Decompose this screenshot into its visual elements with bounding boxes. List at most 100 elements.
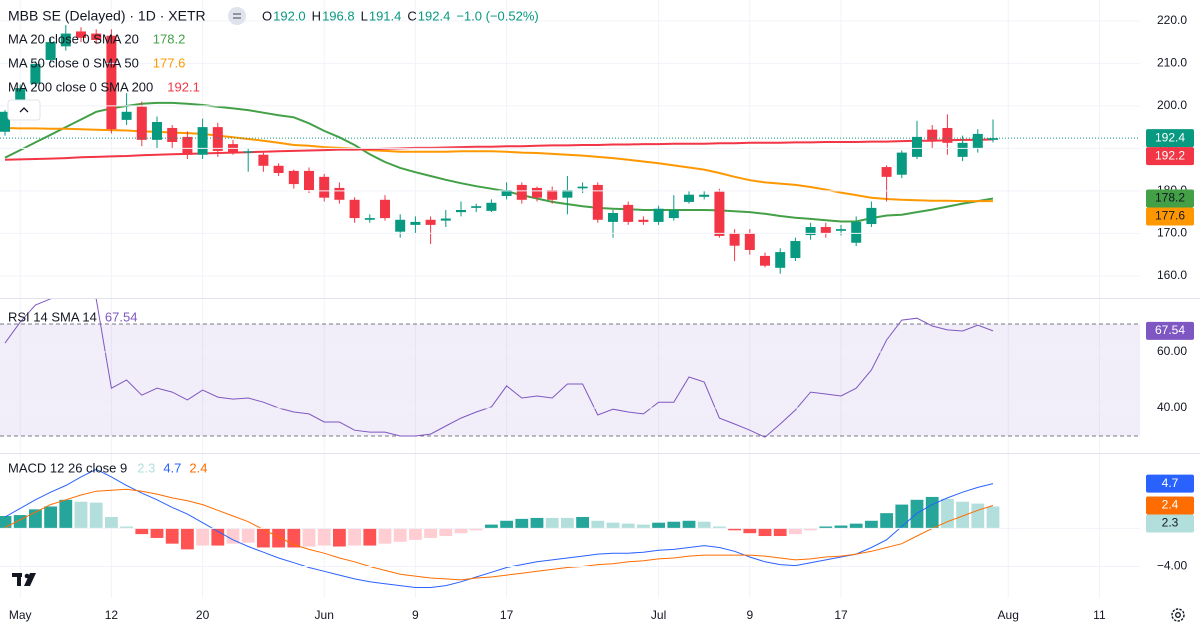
histogram-bar	[363, 528, 377, 546]
candle-body	[714, 191, 725, 236]
collapse-legend-button[interactable]	[7, 99, 41, 121]
axis-price-tag-label: 177.6	[1155, 209, 1185, 223]
histogram-bar	[621, 523, 635, 529]
histogram-bar	[910, 499, 924, 529]
axis-price-tag	[1146, 496, 1194, 515]
tradingview-logo[interactable]	[12, 573, 36, 586]
histogram-bar	[181, 528, 194, 550]
legend-value: 178.2	[153, 31, 186, 46]
candle-body	[516, 184, 527, 200]
histogram-bar	[302, 528, 316, 547]
ohlc-key: L	[361, 8, 368, 23]
candle-body	[91, 33, 102, 40]
chart-title: MBB SE (Delayed) · 1D · XETR	[8, 8, 206, 24]
legend-name: MA 200 close 0 SMA 200	[8, 79, 153, 94]
legend-value: 177.6	[153, 55, 186, 70]
candle-body	[988, 138, 998, 140]
candle-body	[45, 42, 56, 60]
button-icon	[19, 107, 29, 113]
histogram-bar	[758, 528, 772, 537]
candle-body	[912, 136, 922, 157]
candle-body	[623, 204, 634, 222]
candle-body	[395, 219, 406, 232]
candle-body	[410, 221, 421, 225]
x-tick-label: 11	[1093, 608, 1106, 622]
series-menu-button[interactable]	[228, 7, 246, 25]
axis-price-tag-label: 2.3	[1162, 516, 1179, 530]
histogram-bar	[454, 528, 468, 534]
legend-value: 67.54	[105, 309, 138, 324]
candle-body	[972, 133, 983, 148]
rsi-line	[4, 298, 994, 438]
histogram-bar	[895, 504, 909, 529]
axis-price-tag	[1146, 207, 1194, 226]
candle-body	[592, 184, 603, 220]
axis-price-tag	[1146, 474, 1194, 493]
histogram-bar	[667, 521, 681, 529]
pane-plot	[0, 25, 1140, 274]
axis-price-tag-label: 192.2	[1155, 148, 1185, 162]
y-tick-label: −4.00	[1157, 559, 1188, 573]
histogram-bar	[545, 517, 559, 529]
histogram-bar	[561, 517, 574, 529]
candle-body	[136, 106, 147, 140]
histogram-bar	[135, 528, 149, 535]
button-bg	[7, 99, 41, 121]
x-tick-label: May	[9, 608, 32, 622]
candle-body	[744, 232, 755, 250]
moving-average-line	[4, 138, 994, 161]
y-tick-label: 220.0	[1157, 13, 1187, 27]
settings-button[interactable]	[1171, 608, 1185, 622]
histogram-bar	[971, 503, 985, 529]
histogram-bar	[378, 528, 392, 544]
histogram-bar	[865, 520, 878, 529]
candle-body	[212, 127, 223, 151]
histogram-bar	[44, 506, 57, 529]
y-tick-label: 200.0	[1157, 98, 1187, 112]
x-tick-label: 20	[196, 608, 210, 622]
axis-price-tag	[1146, 514, 1194, 533]
ohlc-key: C	[407, 8, 416, 23]
candle-body	[851, 221, 862, 243]
gear-outer	[1171, 608, 1185, 622]
x-tick-label: Jun	[315, 608, 334, 622]
logo-part	[17, 573, 21, 586]
candle-body	[182, 136, 193, 155]
candle-body	[167, 127, 178, 142]
candle-body	[106, 35, 117, 130]
candle-body	[927, 129, 938, 140]
y-tick-label: 60.00	[1157, 344, 1187, 358]
ohlc-value: 191.4	[369, 8, 402, 23]
histogram-bar	[196, 528, 209, 546]
candle-body	[121, 111, 132, 120]
histogram-bar	[697, 521, 711, 529]
candle-body	[896, 152, 907, 175]
histogram-bar	[515, 518, 529, 529]
candle-body	[258, 154, 269, 166]
ohlc-key: O	[262, 8, 272, 23]
moving-average-line	[4, 101, 994, 223]
x-tick-label: Jul	[651, 608, 666, 622]
candle-body	[608, 212, 618, 222]
rsi-band	[0, 324, 1140, 437]
histogram-bar	[74, 501, 88, 529]
candle-body	[501, 190, 512, 196]
histogram-bar	[728, 528, 741, 531]
histogram-bar	[348, 528, 361, 546]
candle-body	[638, 219, 649, 222]
y-tick-label: 170.0	[1157, 226, 1187, 240]
histogram-bar	[226, 528, 240, 544]
axis-price-tag-label: 2.4	[1162, 498, 1179, 512]
candle-body	[380, 199, 390, 219]
candle-body	[684, 194, 694, 202]
candle-body	[319, 176, 330, 198]
candle-body	[532, 187, 542, 198]
macd-line	[4, 468, 994, 588]
histogram-bar	[834, 525, 848, 529]
candle-body	[456, 210, 466, 213]
histogram-bar	[241, 528, 255, 543]
candle-body	[881, 167, 892, 177]
candle-body	[729, 232, 740, 246]
logo-part	[24, 573, 36, 586]
